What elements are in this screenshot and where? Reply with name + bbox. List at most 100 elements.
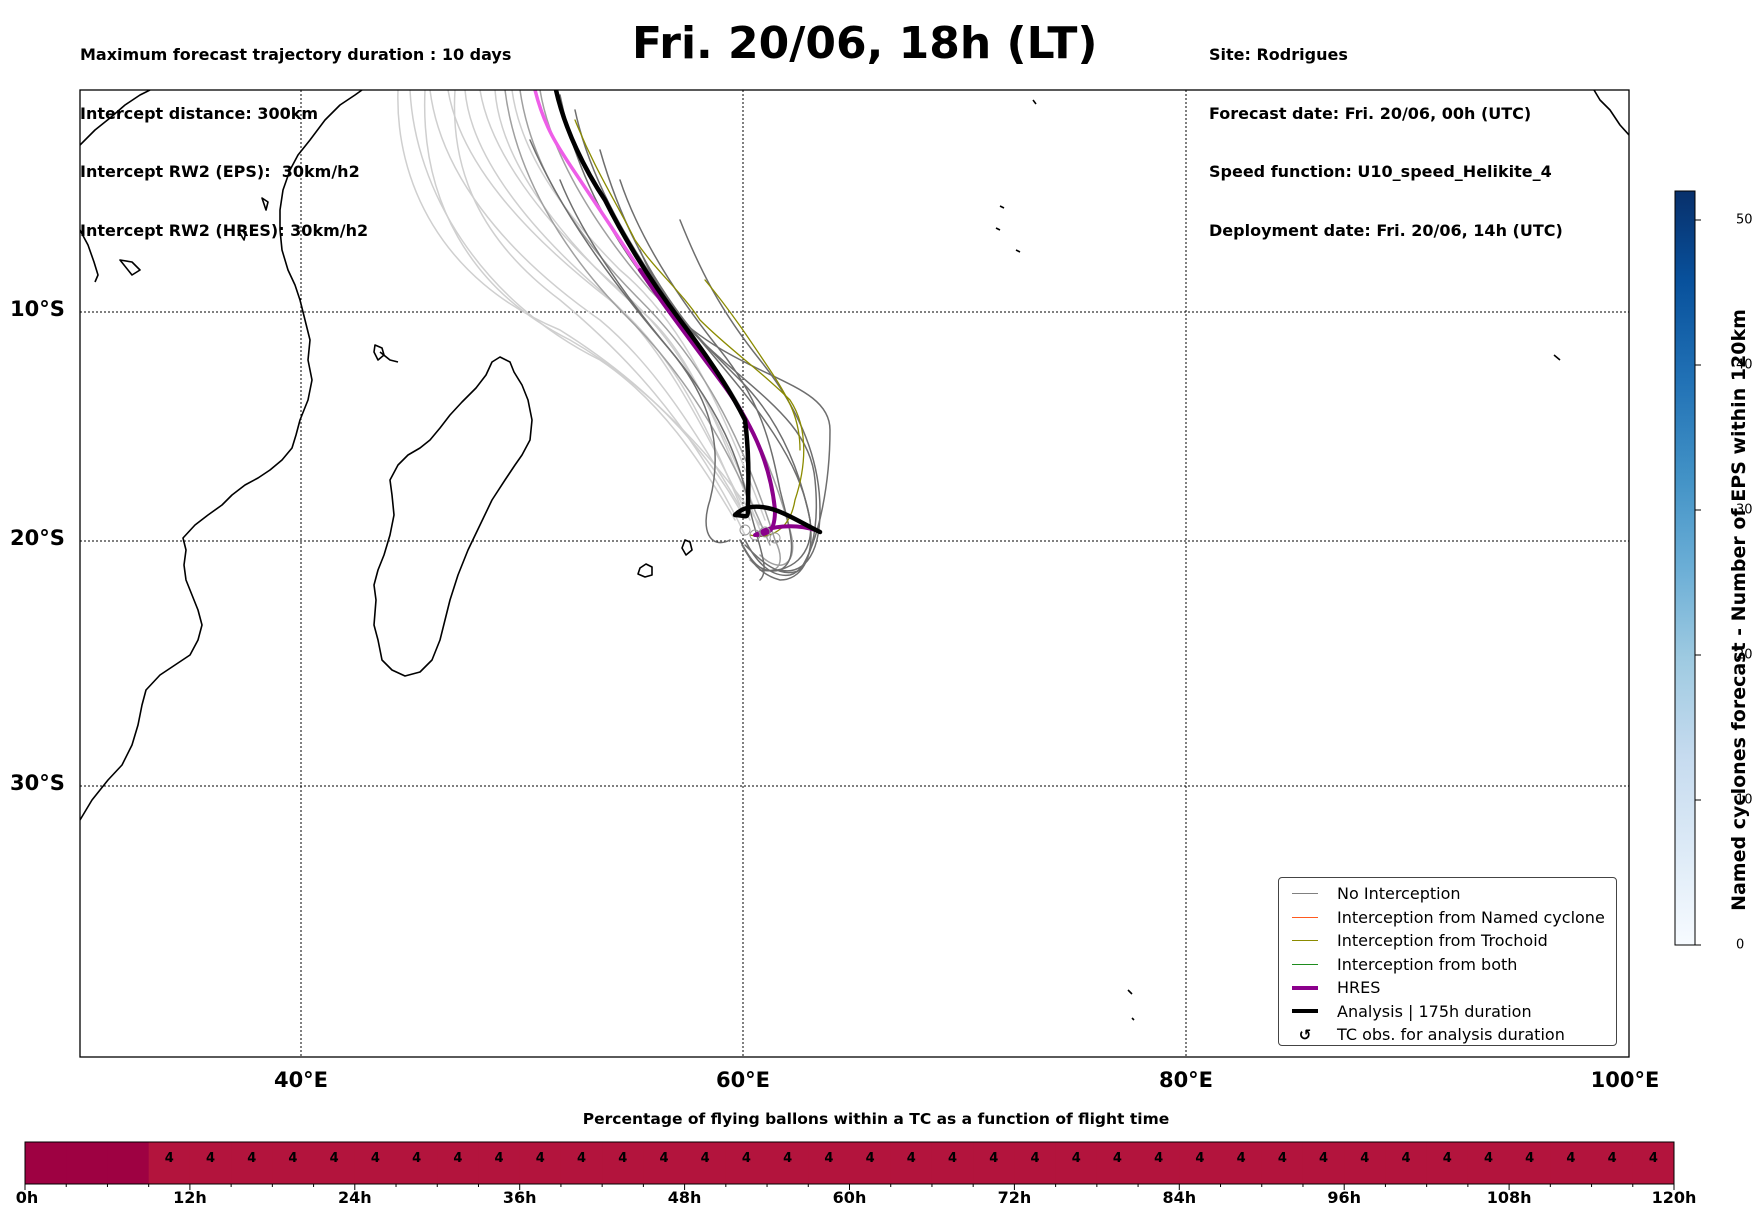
flight-time-cell	[808, 1142, 850, 1184]
lon-label-60e: 60°E	[715, 1068, 771, 1092]
arabia-coast	[80, 90, 151, 146]
lat-label-10s: 10°S	[10, 297, 65, 321]
flight-time-cell-value: 4	[1525, 1151, 1535, 1166]
legend-label: Interception from Named cyclone	[1337, 907, 1605, 927]
somalia-coast	[80, 229, 99, 283]
site-line: Deployment date: Fri. 20/06, 14h (UTC)	[1209, 220, 1563, 240]
traj-trochoid	[704, 279, 801, 451]
flight-time-cell	[890, 1142, 933, 1184]
colorbar-tick-label: 10	[1736, 792, 1752, 808]
map-frame	[79, 89, 1630, 1058]
flight-time-cell-value: 4	[288, 1151, 298, 1166]
colorbar-tick-label: 30	[1736, 502, 1752, 518]
maldives-dots	[1032, 99, 1037, 105]
flight-time-cell	[478, 1142, 521, 1184]
tc-obs-marker	[769, 532, 781, 544]
traj-light	[453, 90, 746, 536]
traj-light	[409, 90, 736, 521]
legend-line	[1292, 940, 1318, 942]
flight-time-cell-value: 4	[989, 1151, 999, 1166]
flight-time-cell	[354, 1142, 397, 1184]
flight-time-cell	[272, 1142, 315, 1184]
site-line: Forecast date: Fri. 20/06, 00h (UTC)	[1209, 103, 1532, 123]
colorbar-label: Named cyclones forecast - Number of EPS …	[1728, 309, 1750, 911]
flight-time-cell-value: 4	[1277, 1151, 1287, 1166]
flight-time-cell	[107, 1142, 150, 1184]
flight-time-cell	[1591, 1142, 1634, 1184]
flight-time-cell	[519, 1142, 562, 1184]
traj-dark	[639, 249, 812, 572]
flight-time-cell-value: 4	[1030, 1151, 1040, 1166]
flight-time-cell	[1302, 1142, 1345, 1184]
tc-obs-marker	[739, 524, 751, 536]
legend-label: Interception from Trochoid	[1337, 931, 1548, 951]
flight-time-cell	[1632, 1142, 1675, 1184]
flight-time-cell	[725, 1142, 768, 1184]
kerguelen-dots	[1127, 989, 1135, 1021]
mauritius-island	[681, 539, 693, 556]
colorbar-ticks	[1695, 219, 1701, 946]
gridlines	[80, 90, 1629, 1057]
flight-time-cell	[1426, 1142, 1469, 1184]
flight-time-cell-value: 4	[412, 1151, 422, 1166]
flight-time-cell	[560, 1142, 603, 1184]
flight-time-cell	[1220, 1142, 1263, 1184]
flight-time-cell-value: 4	[700, 1151, 710, 1166]
flight-time-cell-value: 4	[1195, 1151, 1205, 1166]
flight-time-cell-value: 4	[783, 1151, 793, 1166]
flight-time-cell-value: 4	[1566, 1151, 1576, 1166]
flight-time-cell-value: 4	[205, 1151, 216, 1166]
cocos-dot	[1553, 354, 1561, 361]
legend-label: Analysis | 175h duration	[1337, 1001, 1532, 1021]
flight-time-cell	[1467, 1142, 1510, 1184]
flight-time-cell-value: 4	[1360, 1151, 1370, 1166]
flight-time-cell	[148, 1142, 191, 1184]
flight-time-cell	[25, 1142, 67, 1184]
flight-time-cell	[396, 1142, 438, 1184]
flight-time-cell-value: 4	[1442, 1151, 1452, 1166]
flight-time-cell-value: 4	[1607, 1151, 1617, 1166]
flight-time-tick-label: 84h	[1162, 1188, 1197, 1207]
forecast-parameters: Maximum forecast trajectory duration : 1…	[80, 6, 511, 260]
legend-label: No Interception	[1337, 884, 1461, 904]
flight-time-cell-value: 4	[1648, 1151, 1658, 1166]
flight-time-cell	[66, 1142, 108, 1184]
flight-time-tick-label: 72h	[997, 1188, 1032, 1207]
flight-time-cell-value: 4	[453, 1151, 463, 1166]
legend-item-trochoid: Interception from Trochoid	[1279, 929, 1616, 953]
legend-label: TC obs. for analysis duration	[1337, 1025, 1565, 1045]
flight-time-cell-value: 4	[1483, 1151, 1494, 1166]
flight-time-cell	[1550, 1142, 1593, 1184]
socotra	[119, 259, 141, 276]
param-line: Intercept RW2 (HRES): 30km/h2	[80, 220, 369, 240]
pemba-island	[237, 229, 247, 241]
site-line: Speed function: U10_speed_Helikite_4	[1209, 162, 1552, 181]
traj-dark	[599, 149, 812, 581]
flight-time-cell	[1014, 1142, 1057, 1184]
colorbar	[1674, 190, 1696, 946]
zanzibar-island	[261, 197, 269, 211]
param-line: Intercept RW2 (EPS): 30km/h2	[80, 162, 360, 181]
tc-obs-markers	[739, 524, 781, 544]
colorbar-tick-label: 40	[1736, 357, 1752, 373]
flight-time-cell	[602, 1142, 644, 1184]
flight-time-cell-value: 4	[906, 1151, 916, 1166]
chagos-dots	[995, 205, 1021, 253]
flight-time-tick-label: 0h	[15, 1188, 39, 1207]
traj-light	[423, 90, 761, 526]
lon-label-40e: 40°E	[273, 1068, 329, 1092]
traj-light	[511, 90, 766, 521]
flight-time-cell-value: 4	[741, 1151, 751, 1166]
legend-item-analysis: Analysis | 175h duration	[1279, 1000, 1616, 1024]
tc-obs-marker	[759, 526, 771, 538]
seychelles-island	[379, 351, 399, 363]
flight-time-cell-value: 4	[577, 1151, 587, 1166]
flight-time-cell-value: 4	[535, 1151, 545, 1166]
flight-time-title: Percentage of flying ballons within a TC…	[582, 1110, 1170, 1128]
flight-time-cell	[437, 1142, 479, 1184]
legend-line	[1292, 963, 1318, 965]
flight-time-cell	[1344, 1142, 1386, 1184]
hres-pink-segment	[533, 90, 642, 272]
legend-line	[1292, 1009, 1318, 1014]
flight-time-cell	[973, 1142, 1015, 1184]
